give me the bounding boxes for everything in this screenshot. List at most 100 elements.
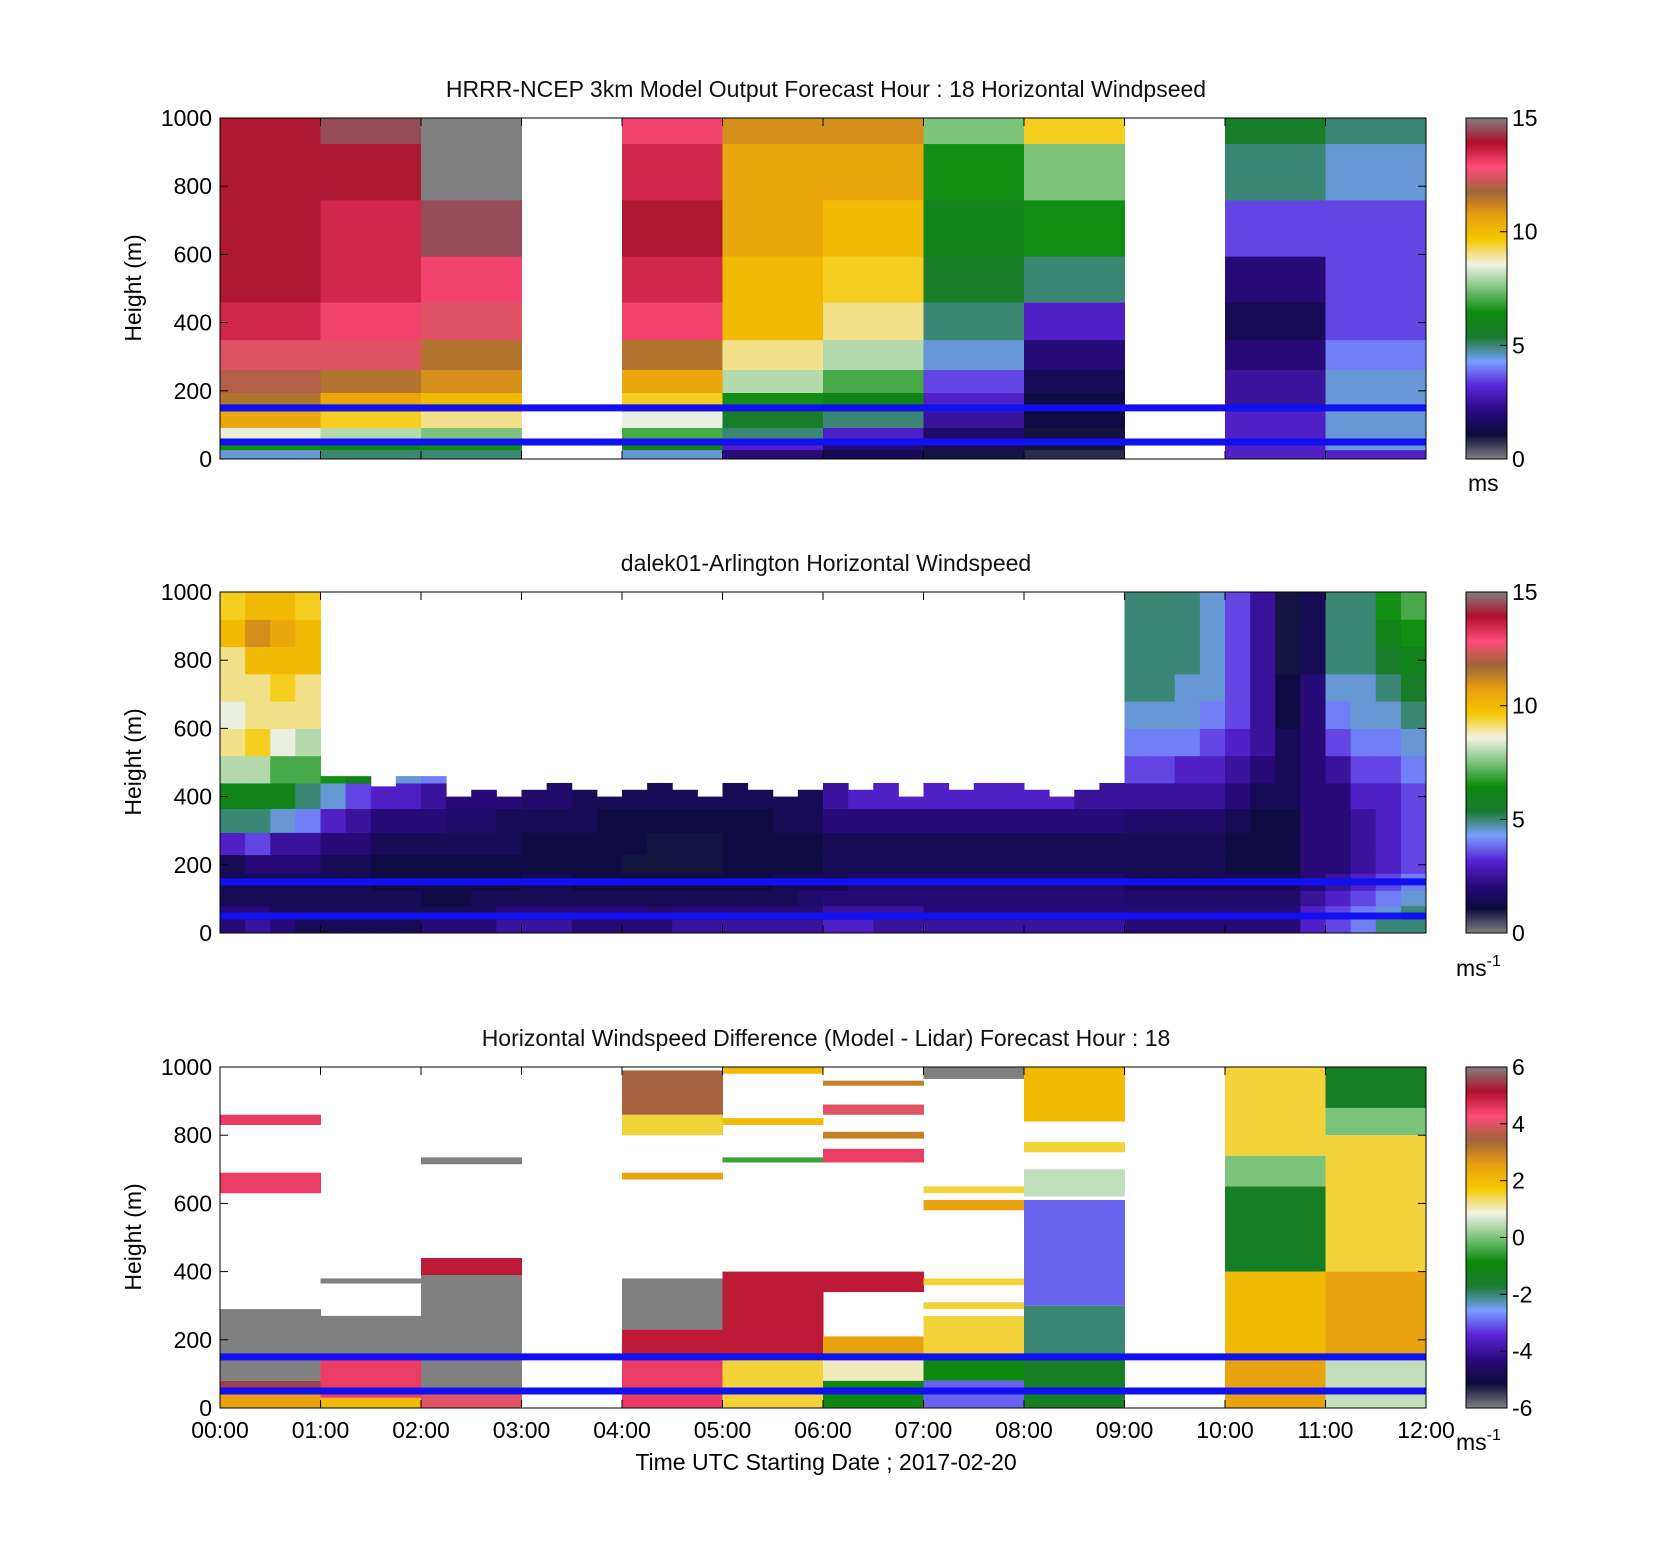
heatmap-cell xyxy=(1250,728,1276,757)
heatmap-cell xyxy=(1325,1107,1427,1136)
heatmap-cell xyxy=(421,256,522,303)
heatmap-cell xyxy=(1375,808,1402,833)
heatmap-cell xyxy=(1049,808,1075,833)
heatmap-cell xyxy=(220,427,321,441)
y-tick-label: 200 xyxy=(174,378,212,404)
panel-difference-colorbar-ticks: -6 -4 -2 0 2 4 6 xyxy=(1500,1054,1533,1421)
heatmap-cell xyxy=(823,256,924,303)
heatmap-cell xyxy=(797,854,824,874)
heatmap-cell xyxy=(320,782,347,810)
heatmap-cell xyxy=(848,832,874,856)
y-tick-label: 1000 xyxy=(161,579,212,605)
colorbar-tick-label: 5 xyxy=(1512,332,1525,358)
heatmap-cell xyxy=(446,808,472,833)
heatmap-cell xyxy=(245,728,271,757)
heatmap-cell xyxy=(1049,796,1075,810)
heatmap-cell xyxy=(220,755,246,784)
heatmap-cell xyxy=(647,919,673,934)
heatmap-cell xyxy=(1275,728,1301,757)
heatmap-cell xyxy=(1099,782,1125,810)
heatmap-cell xyxy=(823,143,924,201)
heatmap-cell xyxy=(1049,832,1075,856)
heatmap-cell xyxy=(1275,701,1301,729)
x-tick-label: 04:00 xyxy=(593,1417,651,1443)
heatmap-cell xyxy=(998,808,1025,833)
heatmap-cell xyxy=(1225,919,1251,934)
heatmap-cell xyxy=(1375,890,1402,907)
heatmap-cell xyxy=(823,854,849,874)
heatmap-cell xyxy=(1375,755,1402,784)
heatmap-cell xyxy=(220,369,321,394)
heatmap-cell xyxy=(1124,646,1151,675)
heatmap-cell xyxy=(1300,701,1326,729)
heatmap-cell xyxy=(320,1397,422,1408)
heatmap-cell xyxy=(1049,854,1075,874)
panel-difference-colorbar-unit: ms-1 xyxy=(1456,1427,1501,1455)
heatmap-cell xyxy=(421,369,522,394)
heatmap-cell xyxy=(245,619,271,648)
heatmap-cell xyxy=(1325,755,1352,784)
heatmap-cell xyxy=(421,776,447,784)
heatmap-cell xyxy=(722,339,824,370)
heatmap-cell xyxy=(571,808,598,833)
heatmap-cell xyxy=(1174,919,1201,934)
heatmap-cell xyxy=(571,854,598,874)
heatmap-cell xyxy=(823,449,924,460)
heatmap-cell xyxy=(1225,339,1326,370)
panel-lidar-reference-lines xyxy=(220,878,1426,920)
panel-lidar-colorbar xyxy=(1465,591,1508,934)
heatmap-cell xyxy=(1350,890,1377,907)
heatmap-cell xyxy=(471,919,497,934)
heatmap-cell xyxy=(923,1186,1025,1194)
heatmap-cell xyxy=(622,411,723,428)
heatmap-cell xyxy=(1225,1271,1326,1357)
heatmap-cell xyxy=(320,427,422,441)
heatmap-cell xyxy=(1325,782,1352,810)
heatmap-cell xyxy=(697,919,723,934)
heatmap-cell xyxy=(1325,427,1427,441)
heatmap-cell xyxy=(923,1315,1025,1357)
heatmap-cell xyxy=(1225,143,1326,201)
heatmap-cell xyxy=(220,673,246,702)
heatmap-cell xyxy=(1225,1155,1326,1187)
heatmap-cell xyxy=(270,701,296,729)
heatmap-cell xyxy=(421,143,522,201)
heatmap-cell xyxy=(622,427,723,441)
heatmap-cell xyxy=(622,143,723,201)
heatmap-cell xyxy=(1275,592,1301,620)
heatmap-cell xyxy=(722,256,824,303)
heatmap-cell xyxy=(647,832,673,856)
y-tick-label: 400 xyxy=(174,784,212,810)
heatmap-cell xyxy=(1174,782,1201,810)
heatmap-cell xyxy=(320,118,422,145)
heatmap-cell xyxy=(270,808,296,833)
heatmap-cell xyxy=(245,673,271,702)
heatmap-cell xyxy=(1300,592,1326,620)
heatmap-cell xyxy=(948,832,975,856)
heatmap-cell xyxy=(1174,832,1201,856)
heatmap-cell xyxy=(1250,832,1276,856)
heatmap-cell xyxy=(1400,890,1427,907)
x-axis-label: Time UTC Starting Date ; 2017-02-20 xyxy=(635,1449,1016,1475)
heatmap-cell xyxy=(1300,854,1326,874)
heatmap-cell xyxy=(1325,919,1352,934)
heatmap-cell xyxy=(1149,755,1176,784)
heatmap-cell xyxy=(1024,302,1125,341)
heatmap-cell xyxy=(1275,646,1301,675)
panel-model: HRRR-NCEP 3km Model Output Forecast Hour… xyxy=(120,76,1538,496)
heatmap-cell xyxy=(1250,673,1276,702)
heatmap-cell xyxy=(1325,832,1352,856)
heatmap-cell xyxy=(1024,789,1050,810)
heatmap-cell xyxy=(571,832,598,856)
panel-model-reference-lines xyxy=(220,404,1426,446)
heatmap-cell xyxy=(1375,701,1402,729)
heatmap-cell xyxy=(270,592,296,620)
heatmap-cell xyxy=(1124,854,1151,874)
colorbar-tick-label: -6 xyxy=(1512,1395,1532,1421)
heatmap-cell xyxy=(471,789,497,810)
heatmap-cell xyxy=(772,854,799,874)
heatmap-cell xyxy=(1300,919,1326,934)
heatmap-cell xyxy=(245,701,271,729)
heatmap-cell xyxy=(722,1271,824,1357)
